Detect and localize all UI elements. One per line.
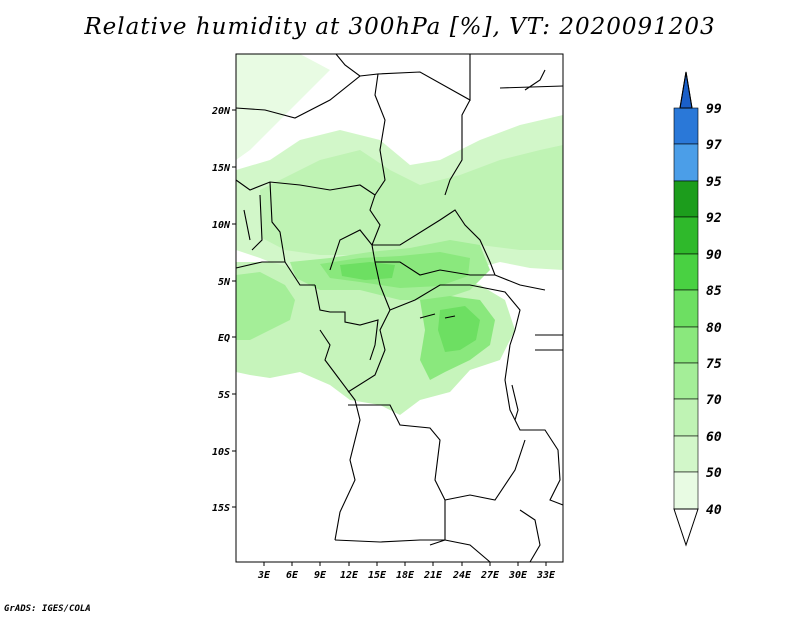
colorbar-label-50: 50 — [706, 466, 722, 481]
grads-credit: GrADS: IGES/COLA — [4, 604, 91, 614]
lat-label-15n: 15N — [212, 163, 231, 174]
colorbar-label-90: 90 — [706, 248, 722, 263]
humidity-region-north — [236, 54, 330, 160]
colorbar-label-99: 99 — [706, 102, 722, 117]
colorbar-seg-92-95 — [673, 180, 699, 218]
lon-label-6e: 6E — [286, 570, 299, 581]
colorbar-seg-75-80 — [673, 326, 699, 364]
colorbar-label-70: 70 — [706, 393, 722, 408]
colorbar-label-75: 75 — [706, 357, 722, 372]
colorbar-seg-70-75 — [673, 362, 699, 400]
humidity-region-core-5 — [340, 262, 395, 280]
colorbar-seg-40-50 — [673, 471, 699, 510]
colorbar-seg-90-92 — [673, 216, 699, 255]
lon-label-18e: 18E — [396, 570, 415, 581]
humidity-shading — [236, 54, 563, 415]
lon-label-3e: 3E — [257, 570, 271, 581]
lat-label-10s: 10S — [212, 447, 230, 458]
country-borders — [235, 53, 564, 563]
colorbar-cap-top — [679, 71, 693, 109]
colorbar-label-85: 85 — [706, 284, 722, 299]
lat-label-15s: 15S — [212, 503, 230, 514]
lat-label-5s: 5S — [218, 390, 230, 401]
humidity-region-band-inner — [260, 145, 563, 255]
chart-title: Relative humidity at 300hPa [%], VT: 202… — [84, 14, 716, 40]
lat-label-10n: 10N — [212, 220, 231, 231]
lon-label-21e: 21E — [423, 570, 443, 581]
longitude-axis: 3E 6E 9E 12E 15E 18E 21E 24E 27E 30E 33E — [257, 562, 556, 581]
lon-label-15e: 15E — [368, 570, 387, 581]
colorbar-label-40: 40 — [706, 503, 722, 518]
lon-label-12e: 12E — [340, 570, 359, 581]
colorbar: 99 97 95 92 90 85 80 75 70 60 50 40 — [673, 71, 722, 547]
lat-label-5n: 5N — [218, 277, 231, 288]
colorbar-seg-97-99 — [673, 107, 699, 145]
colorbar-seg-85-90 — [673, 253, 699, 291]
lon-label-30e: 30E — [508, 570, 528, 581]
humidity-region-west — [236, 272, 295, 340]
colorbar-seg-80-85 — [673, 289, 699, 328]
lat-label-eq: EQ — [218, 333, 230, 344]
colorbar-label-80: 80 — [706, 321, 722, 336]
colorbar-label-95: 95 — [706, 175, 722, 190]
lon-label-27e: 27E — [480, 570, 500, 581]
colorbar-seg-50-60 — [673, 435, 699, 473]
colorbar-label-60: 60 — [706, 430, 722, 445]
latitude-axis: 20N 15N 10N 5N EQ 5S 10S 15S — [211, 106, 236, 514]
lon-label-24e: 24E — [452, 570, 472, 581]
humidity-region-core-2 — [320, 252, 470, 288]
colorbar-seg-60-70 — [673, 398, 699, 437]
lon-label-9e: 9E — [314, 570, 327, 581]
colorbar-label-92: 92 — [706, 211, 722, 226]
lon-label-33e: 33E — [536, 570, 556, 581]
colorbar-cap-bottom — [673, 508, 699, 547]
colorbar-label-97: 97 — [706, 138, 722, 153]
colorbar-seg-95-97 — [673, 143, 699, 182]
lat-label-20n: 20N — [211, 106, 231, 117]
map-frame — [235, 53, 564, 563]
